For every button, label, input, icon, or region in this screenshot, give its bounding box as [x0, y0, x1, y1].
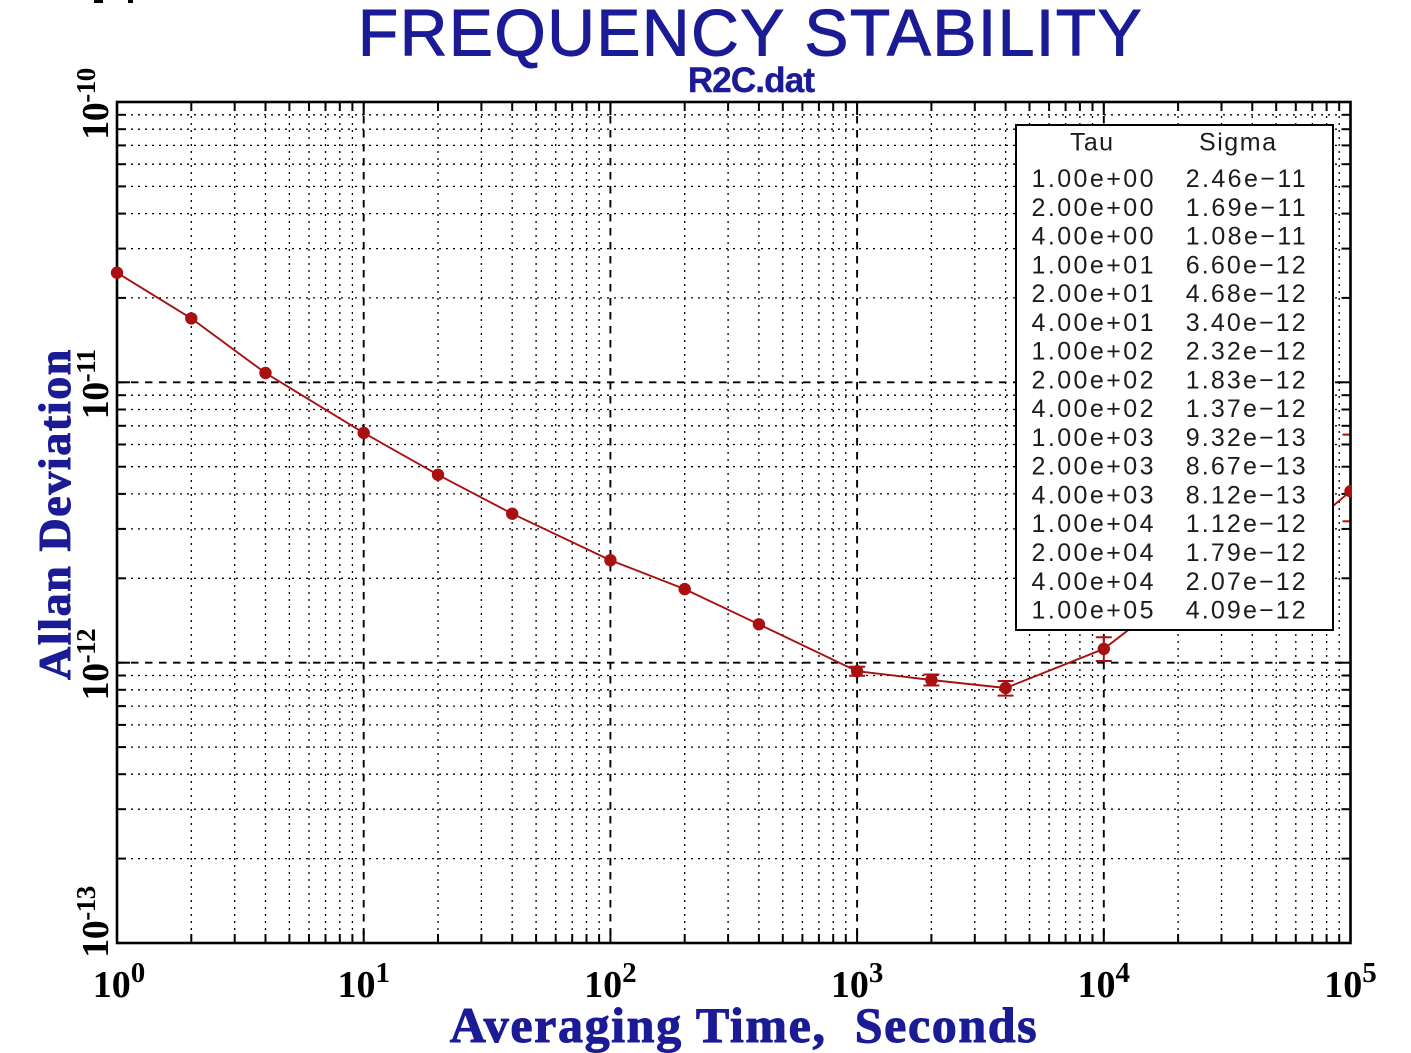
svg-text:2.46e−11: 2.46e−11	[1186, 165, 1306, 193]
svg-text:Tau: Tau	[1070, 129, 1113, 157]
svg-text:1.00e+03: 1.00e+03	[1032, 424, 1154, 452]
svg-text:1.12e−12: 1.12e−12	[1186, 510, 1306, 538]
svg-text:1.69e−11: 1.69e−11	[1186, 194, 1306, 222]
svg-text:2.00e+02: 2.00e+02	[1032, 366, 1154, 394]
svg-text:R2C.dat: R2C.dat	[688, 61, 815, 100]
svg-text:Allan Deviation: Allan Deviation	[29, 348, 80, 680]
svg-text:1.08e−11: 1.08e−11	[1186, 223, 1306, 251]
svg-text:103: 103	[831, 957, 884, 1006]
svg-text:8.12e−13: 8.12e−13	[1186, 482, 1306, 510]
svg-text:2.00e+04: 2.00e+04	[1032, 539, 1154, 567]
svg-text:10-11: 10-11	[71, 349, 117, 419]
svg-text:Averaging Time, Seconds: Averaging Time, Seconds	[450, 997, 1038, 1053]
svg-text:6.60e−12: 6.60e−12	[1186, 251, 1306, 279]
svg-text:10-10: 10-10	[71, 68, 117, 140]
svg-text:10-13: 10-13	[71, 886, 117, 958]
svg-text:1.37e−12: 1.37e−12	[1186, 395, 1306, 423]
svg-text:2.00e+01: 2.00e+01	[1032, 280, 1154, 308]
svg-text:FREQUENCY STABILITY: FREQUENCY STABILITY	[358, 0, 1143, 70]
svg-text:4.00e+00: 4.00e+00	[1032, 223, 1154, 251]
svg-text:4.00e+02: 4.00e+02	[1032, 395, 1154, 423]
svg-text:2.07e−12: 2.07e−12	[1186, 568, 1306, 596]
svg-text:2.00e+00: 2.00e+00	[1032, 194, 1154, 222]
svg-text:2.00e+03: 2.00e+03	[1032, 453, 1154, 481]
svg-text:4.68e−12: 4.68e−12	[1186, 280, 1306, 308]
svg-text:8.67e−13: 8.67e−13	[1186, 453, 1306, 481]
svg-text:1.83e−12: 1.83e−12	[1186, 366, 1306, 394]
svg-text:1.00e+01: 1.00e+01	[1032, 251, 1154, 279]
svg-text:4.00e+03: 4.00e+03	[1032, 482, 1154, 510]
svg-text:2.32e−12: 2.32e−12	[1186, 338, 1306, 366]
svg-text:100: 100	[93, 957, 146, 1006]
svg-text:1.00e+05: 1.00e+05	[1032, 597, 1154, 625]
svg-text:1.00e+04: 1.00e+04	[1032, 510, 1154, 538]
svg-text:4.09e−12: 4.09e−12	[1186, 597, 1306, 625]
svg-text:105: 105	[1324, 957, 1377, 1006]
svg-text:4.00e+04: 4.00e+04	[1032, 568, 1154, 596]
svg-text:3.40e−12: 3.40e−12	[1186, 309, 1306, 337]
svg-text:1.79e−12: 1.79e−12	[1186, 539, 1306, 567]
svg-text:104: 104	[1078, 957, 1131, 1006]
svg-text:101: 101	[337, 957, 390, 1006]
svg-text:Sigma: Sigma	[1199, 129, 1276, 157]
svg-text:1.00e+02: 1.00e+02	[1032, 338, 1154, 366]
svg-text:9.32e−13: 9.32e−13	[1186, 424, 1306, 452]
svg-text:1.00e+00: 1.00e+00	[1032, 165, 1154, 193]
svg-text:4.00e+01: 4.00e+01	[1032, 309, 1154, 337]
svg-text:10-12: 10-12	[71, 629, 117, 701]
